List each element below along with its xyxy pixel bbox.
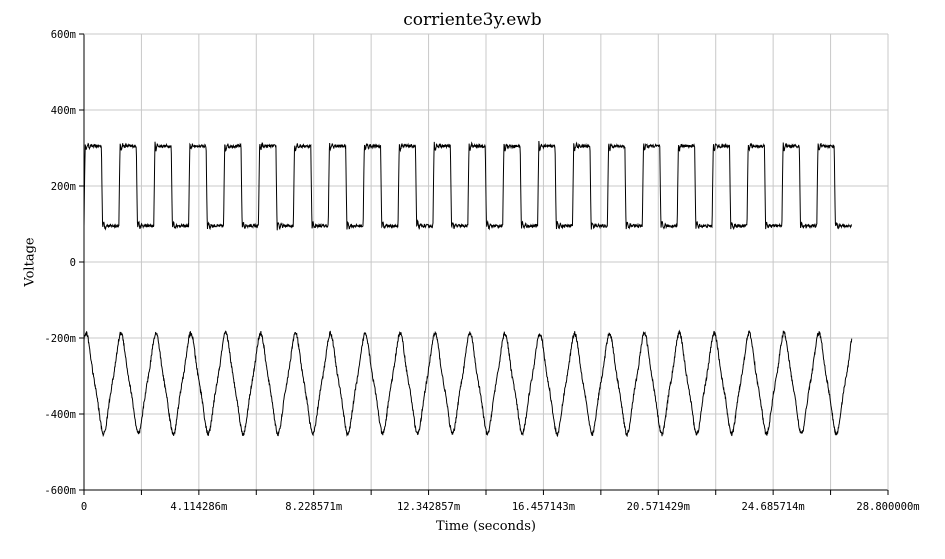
series-group (83, 140, 853, 438)
x-tick-label: 4.114286m (170, 501, 227, 513)
y-tick-label: 0 (70, 257, 76, 269)
y-tick-label: 400m (51, 105, 76, 117)
x-tick-label: 0 (81, 501, 87, 513)
series-1-line (83, 140, 852, 231)
x-tick-label: 28.800000m (856, 501, 919, 513)
grid (83, 33, 889, 491)
y-tick-label: 600m (51, 29, 76, 41)
x-tick-label: 20.571429m (627, 501, 690, 513)
series-2-line (83, 329, 853, 438)
axes (79, 33, 889, 495)
y-tick-label: -600m (44, 485, 76, 497)
x-tick-label: 16.457143m (512, 501, 575, 513)
chart-title: corriente3y.ewb (403, 10, 542, 30)
x-tick-label: 24.685714m (742, 501, 805, 513)
tick-labels: 600m 400m 200m 0 -200m -400m -600m 0 4.114286m 8.… (44, 29, 919, 513)
x-tick-label: 12.342857m (397, 501, 460, 513)
x-tick-label: 8.228571m (285, 501, 342, 513)
y-tick-label: -200m (44, 333, 76, 345)
x-axis-label: Time (seconds) (436, 519, 536, 534)
y-tick-label: -400m (44, 409, 76, 421)
y-tick-label: 200m (51, 181, 76, 193)
